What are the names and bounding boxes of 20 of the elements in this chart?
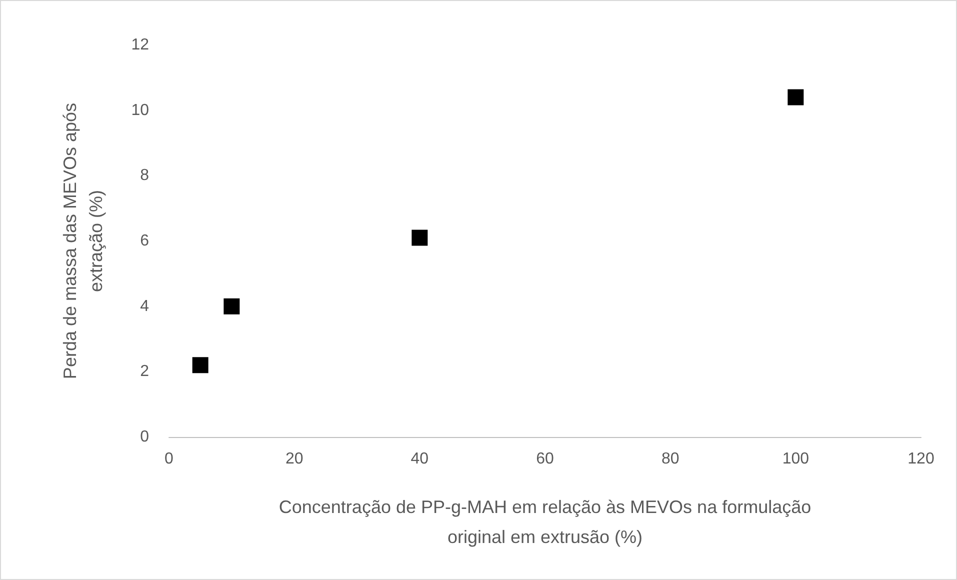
- y-tick-label: 4: [140, 298, 150, 315]
- x-tick-label: 100: [782, 450, 810, 468]
- x-axis-title: Concentração de PP-g-MAH em relação às MEVOs na formulação original em extrusão (%): [278, 497, 812, 547]
- x-tick-label: 0: [164, 450, 174, 468]
- point: [224, 298, 240, 314]
- x-tick-label: 20: [285, 450, 304, 468]
- x-tick-label: 40: [410, 450, 429, 468]
- y-tick-label: 12: [131, 36, 150, 54]
- point: [788, 89, 804, 106]
- x-tick-label: 60: [536, 450, 554, 468]
- x-tick-label: 120: [908, 450, 934, 468]
- x-tick-label: 80: [661, 450, 680, 468]
- y-tick-label: 8: [140, 167, 150, 184]
- y-tick-label: 6: [140, 232, 150, 250]
- y-tick-label: 2: [140, 363, 150, 380]
- y-tick-label: 0: [140, 428, 150, 446]
- point: [412, 230, 428, 246]
- y-tick-label: 10: [131, 102, 150, 119]
- point: [192, 357, 208, 374]
- y-axis-title: Perda de massa das MEVOs após extração (%): [60, 102, 106, 380]
